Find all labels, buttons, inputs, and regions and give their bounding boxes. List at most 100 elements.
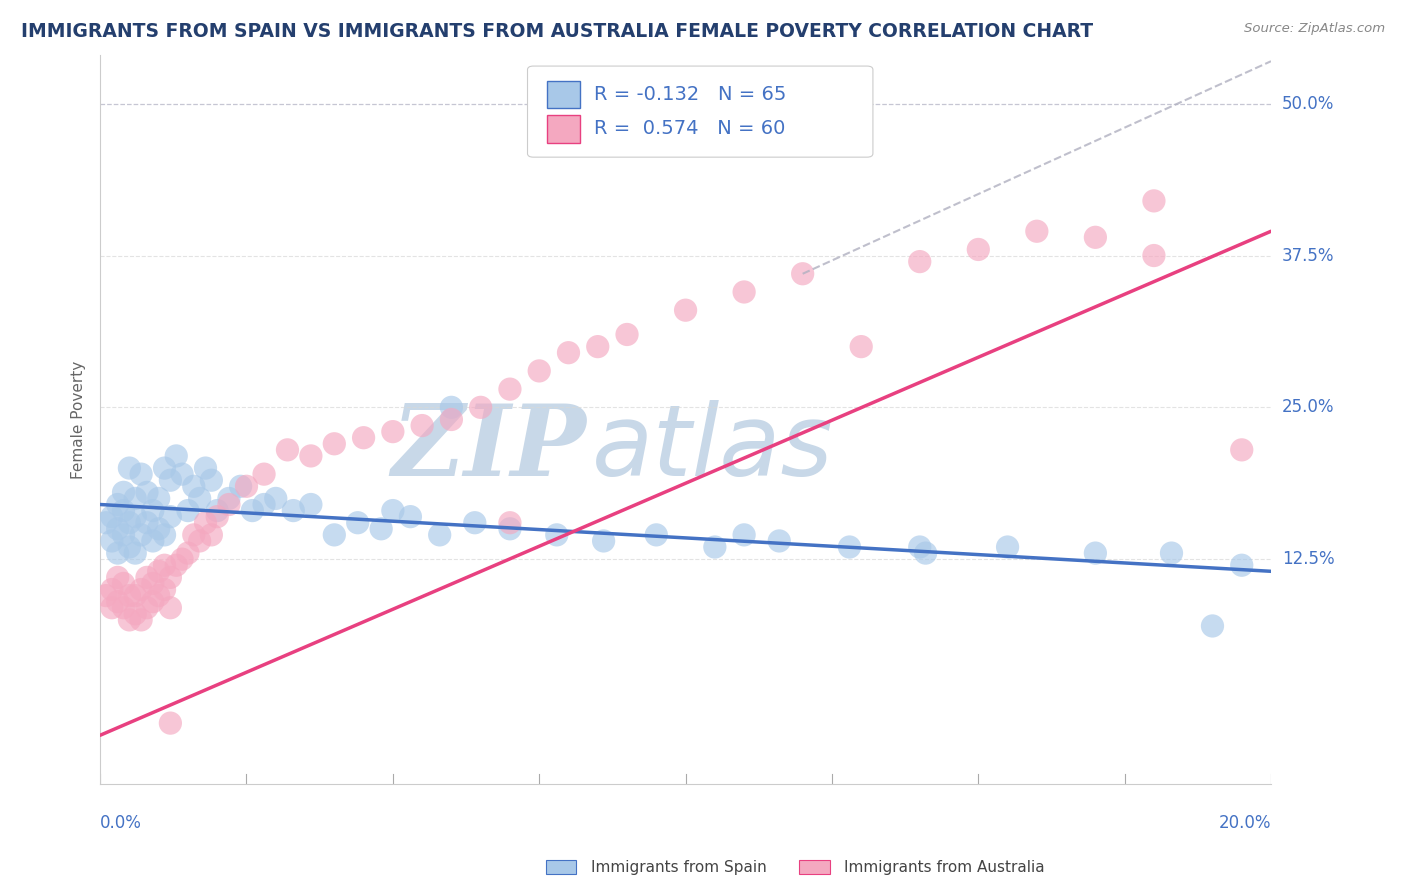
Text: 25.0%: 25.0% [1282, 399, 1334, 417]
Point [153, 528, 176, 542]
Point [253, 498, 276, 512]
Point [129, 467, 152, 482]
Point [183, 528, 205, 542]
Point [112, 600, 135, 615]
Point [159, 600, 181, 615]
Point [616, 327, 638, 342]
Point [172, 552, 194, 566]
Point [124, 546, 146, 560]
Point [107, 595, 129, 609]
Point [159, 716, 181, 731]
Point [429, 528, 451, 542]
Point [908, 540, 931, 554]
Point [1201, 619, 1223, 633]
Text: 0.0%: 0.0% [100, 814, 142, 832]
Text: R = -0.132   N = 65: R = -0.132 N = 65 [595, 85, 786, 104]
Point [205, 509, 228, 524]
Point [107, 570, 129, 584]
Point [499, 382, 522, 396]
Point [440, 401, 463, 415]
Text: IMMIGRANTS FROM SPAIN VS IMMIGRANTS FROM AUSTRALIA FEMALE POVERTY CORRELATION CH: IMMIGRANTS FROM SPAIN VS IMMIGRANTS FROM… [21, 22, 1094, 41]
Text: R =  0.574   N = 60: R = 0.574 N = 60 [595, 120, 786, 138]
Point [440, 412, 463, 426]
Point [118, 540, 141, 554]
Point [283, 503, 305, 517]
Point [768, 533, 790, 548]
Point [546, 528, 568, 542]
Point [177, 546, 200, 560]
Point [194, 461, 217, 475]
Point [276, 442, 298, 457]
Point [370, 522, 392, 536]
Point [299, 498, 322, 512]
Point [94, 516, 117, 530]
Point [557, 345, 579, 359]
Point [142, 576, 165, 591]
Point [381, 425, 404, 439]
Point [240, 503, 263, 517]
Point [142, 533, 165, 548]
Point [177, 503, 200, 517]
Point [908, 254, 931, 268]
Text: Immigrants from Spain: Immigrants from Spain [591, 860, 766, 874]
Point [148, 522, 170, 536]
Point [464, 516, 486, 530]
Point [153, 461, 176, 475]
Point [529, 364, 551, 378]
Point [165, 558, 187, 573]
Point [124, 607, 146, 621]
Point [1084, 230, 1107, 244]
Point [194, 516, 217, 530]
Point [1230, 558, 1253, 573]
Point [1025, 224, 1047, 238]
Text: 20.0%: 20.0% [1219, 814, 1271, 832]
Point [592, 533, 614, 548]
Point [183, 479, 205, 493]
Point [399, 509, 422, 524]
Point [346, 516, 368, 530]
Point [107, 546, 129, 560]
Point [218, 491, 240, 506]
Point [851, 340, 873, 354]
Point [411, 418, 433, 433]
Text: Immigrants from Australia: Immigrants from Australia [844, 860, 1045, 874]
Point [136, 485, 159, 500]
Point [235, 479, 257, 493]
Point [148, 491, 170, 506]
Point [323, 437, 346, 451]
Point [200, 528, 222, 542]
Point [200, 473, 222, 487]
Point [733, 285, 755, 299]
FancyBboxPatch shape [547, 80, 581, 108]
Point [188, 491, 211, 506]
Point [792, 267, 814, 281]
Point [148, 564, 170, 578]
Point [165, 449, 187, 463]
Text: atlas: atlas [592, 401, 834, 497]
Point [914, 546, 936, 560]
Point [136, 516, 159, 530]
Point [124, 589, 146, 603]
Point [470, 401, 492, 415]
Point [118, 589, 141, 603]
Point [107, 498, 129, 512]
Point [142, 595, 165, 609]
Point [1084, 546, 1107, 560]
Point [124, 491, 146, 506]
Point [148, 589, 170, 603]
Point [188, 533, 211, 548]
Point [253, 467, 276, 482]
Text: 12.5%: 12.5% [1282, 550, 1334, 568]
Point [118, 613, 141, 627]
Point [586, 340, 609, 354]
Point [1160, 546, 1182, 560]
Text: 37.5%: 37.5% [1282, 246, 1334, 265]
Point [94, 589, 117, 603]
Point [153, 558, 176, 573]
Point [205, 503, 228, 517]
FancyBboxPatch shape [547, 115, 581, 143]
Point [675, 303, 697, 318]
Point [645, 528, 668, 542]
Point [381, 503, 404, 517]
Point [703, 540, 725, 554]
